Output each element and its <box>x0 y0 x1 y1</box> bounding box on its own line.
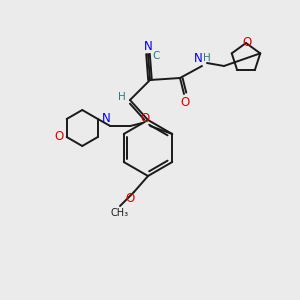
Text: N: N <box>144 40 152 52</box>
Text: C: C <box>152 51 160 61</box>
Text: O: O <box>141 112 150 125</box>
Text: O: O <box>54 130 63 143</box>
Text: O: O <box>242 35 252 49</box>
Text: H: H <box>203 53 211 63</box>
Text: O: O <box>125 193 135 206</box>
Text: CH₃: CH₃ <box>111 208 129 218</box>
Text: N: N <box>101 112 110 125</box>
Text: H: H <box>118 92 126 102</box>
Text: O: O <box>180 95 190 109</box>
Text: N: N <box>194 52 202 64</box>
